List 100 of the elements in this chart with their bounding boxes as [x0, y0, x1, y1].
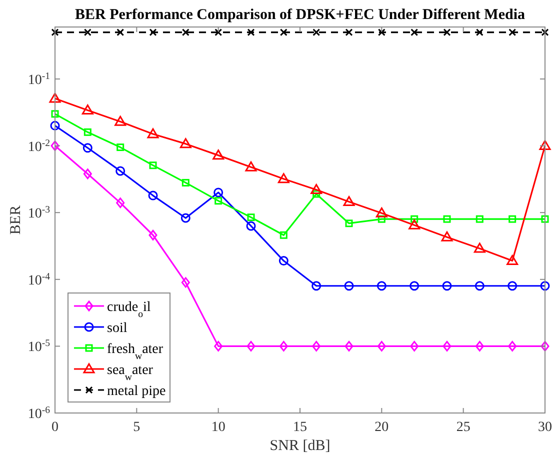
- point: [82, 104, 94, 115]
- y-tick-label: 10$^{-4}$: [28, 270, 50, 288]
- point: [114, 116, 126, 126]
- point: [474, 281, 484, 291]
- point: [344, 281, 354, 291]
- point: [278, 173, 290, 184]
- point: [116, 28, 124, 36]
- y-axis-title: BER: [8, 205, 24, 235]
- point: [245, 161, 257, 172]
- point: [345, 220, 353, 228]
- point: [344, 340, 354, 352]
- legend-label: crude$_{o}$il: [107, 300, 151, 320]
- point: [278, 256, 288, 266]
- y-tick-label: 10$^{-2}$: [28, 137, 50, 155]
- point: [83, 168, 92, 180]
- point: [377, 340, 386, 352]
- x-axis-title: SNR [dB]: [270, 438, 330, 454]
- point: [410, 281, 420, 291]
- point: [280, 231, 288, 239]
- x-tick-label: 15: [293, 420, 307, 435]
- point: [508, 28, 516, 36]
- point: [343, 196, 355, 206]
- point: [378, 28, 386, 36]
- point: [51, 28, 59, 36]
- legend-label: fresh$_{w}$ater: [107, 342, 164, 362]
- y-tick-label: 10$^{-3}$: [28, 204, 50, 222]
- point: [541, 215, 549, 223]
- point: [51, 110, 59, 118]
- y-tick-label: 10$^{-5}$: [28, 338, 50, 356]
- point: [180, 213, 190, 223]
- point: [540, 281, 550, 291]
- legend-label: metal pipe: [107, 384, 166, 399]
- point: [50, 140, 60, 152]
- point: [541, 28, 549, 36]
- chart-title: BER Performance Comparison of DPSK+FEC Under Different Media: [74, 7, 526, 23]
- point: [476, 215, 484, 223]
- point: [280, 28, 288, 36]
- point: [279, 340, 288, 352]
- point: [442, 281, 452, 291]
- point: [214, 28, 222, 36]
- point: [116, 198, 125, 208]
- point: [247, 28, 255, 36]
- point: [474, 242, 486, 253]
- point: [247, 214, 255, 222]
- point: [214, 340, 223, 352]
- point: [149, 28, 157, 36]
- point: [49, 92, 61, 103]
- point: [539, 140, 551, 150]
- point: [84, 128, 92, 136]
- point: [180, 138, 192, 148]
- point: [476, 28, 484, 36]
- point: [475, 340, 484, 352]
- point: [443, 215, 451, 223]
- point: [116, 166, 126, 176]
- point: [410, 28, 418, 36]
- point: [345, 28, 353, 36]
- point: [410, 215, 418, 223]
- point: [214, 197, 222, 205]
- point: [312, 340, 321, 352]
- point: [442, 340, 452, 352]
- point: [182, 178, 190, 186]
- point: [508, 215, 516, 223]
- legend-label: sea$_{w}$ater: [107, 363, 154, 382]
- x-tick-label: 25: [456, 420, 470, 435]
- y-tick-label: 10$^{-1}$: [28, 70, 50, 88]
- point: [212, 150, 224, 160]
- point: [84, 28, 92, 36]
- point: [408, 219, 420, 230]
- point: [506, 255, 518, 266]
- point: [148, 230, 158, 240]
- point: [540, 340, 550, 352]
- point: [441, 231, 453, 242]
- point: [116, 144, 124, 152]
- point: [181, 277, 190, 288]
- point: [214, 188, 224, 198]
- point: [376, 281, 386, 291]
- x-tick-label: 0: [52, 420, 58, 435]
- point: [149, 162, 157, 170]
- point: [246, 340, 256, 352]
- point: [148, 190, 158, 200]
- point: [312, 281, 322, 291]
- point: [443, 28, 451, 36]
- x-tick-label: 5: [133, 420, 140, 435]
- point: [50, 120, 60, 130]
- point: [182, 28, 190, 36]
- point: [410, 340, 419, 352]
- point: [312, 190, 320, 198]
- point: [147, 128, 159, 138]
- x-tick-label: 30: [538, 420, 552, 435]
- point: [82, 143, 92, 153]
- y-tick-label: 10$^{-6}$: [28, 404, 50, 422]
- legend-label: soil: [107, 321, 128, 336]
- point: [310, 184, 322, 194]
- point: [508, 281, 518, 291]
- point: [378, 215, 386, 223]
- point: [508, 340, 517, 352]
- point: [246, 221, 256, 231]
- x-tick-label: 20: [374, 420, 389, 435]
- point: [376, 207, 388, 218]
- point: [312, 28, 320, 36]
